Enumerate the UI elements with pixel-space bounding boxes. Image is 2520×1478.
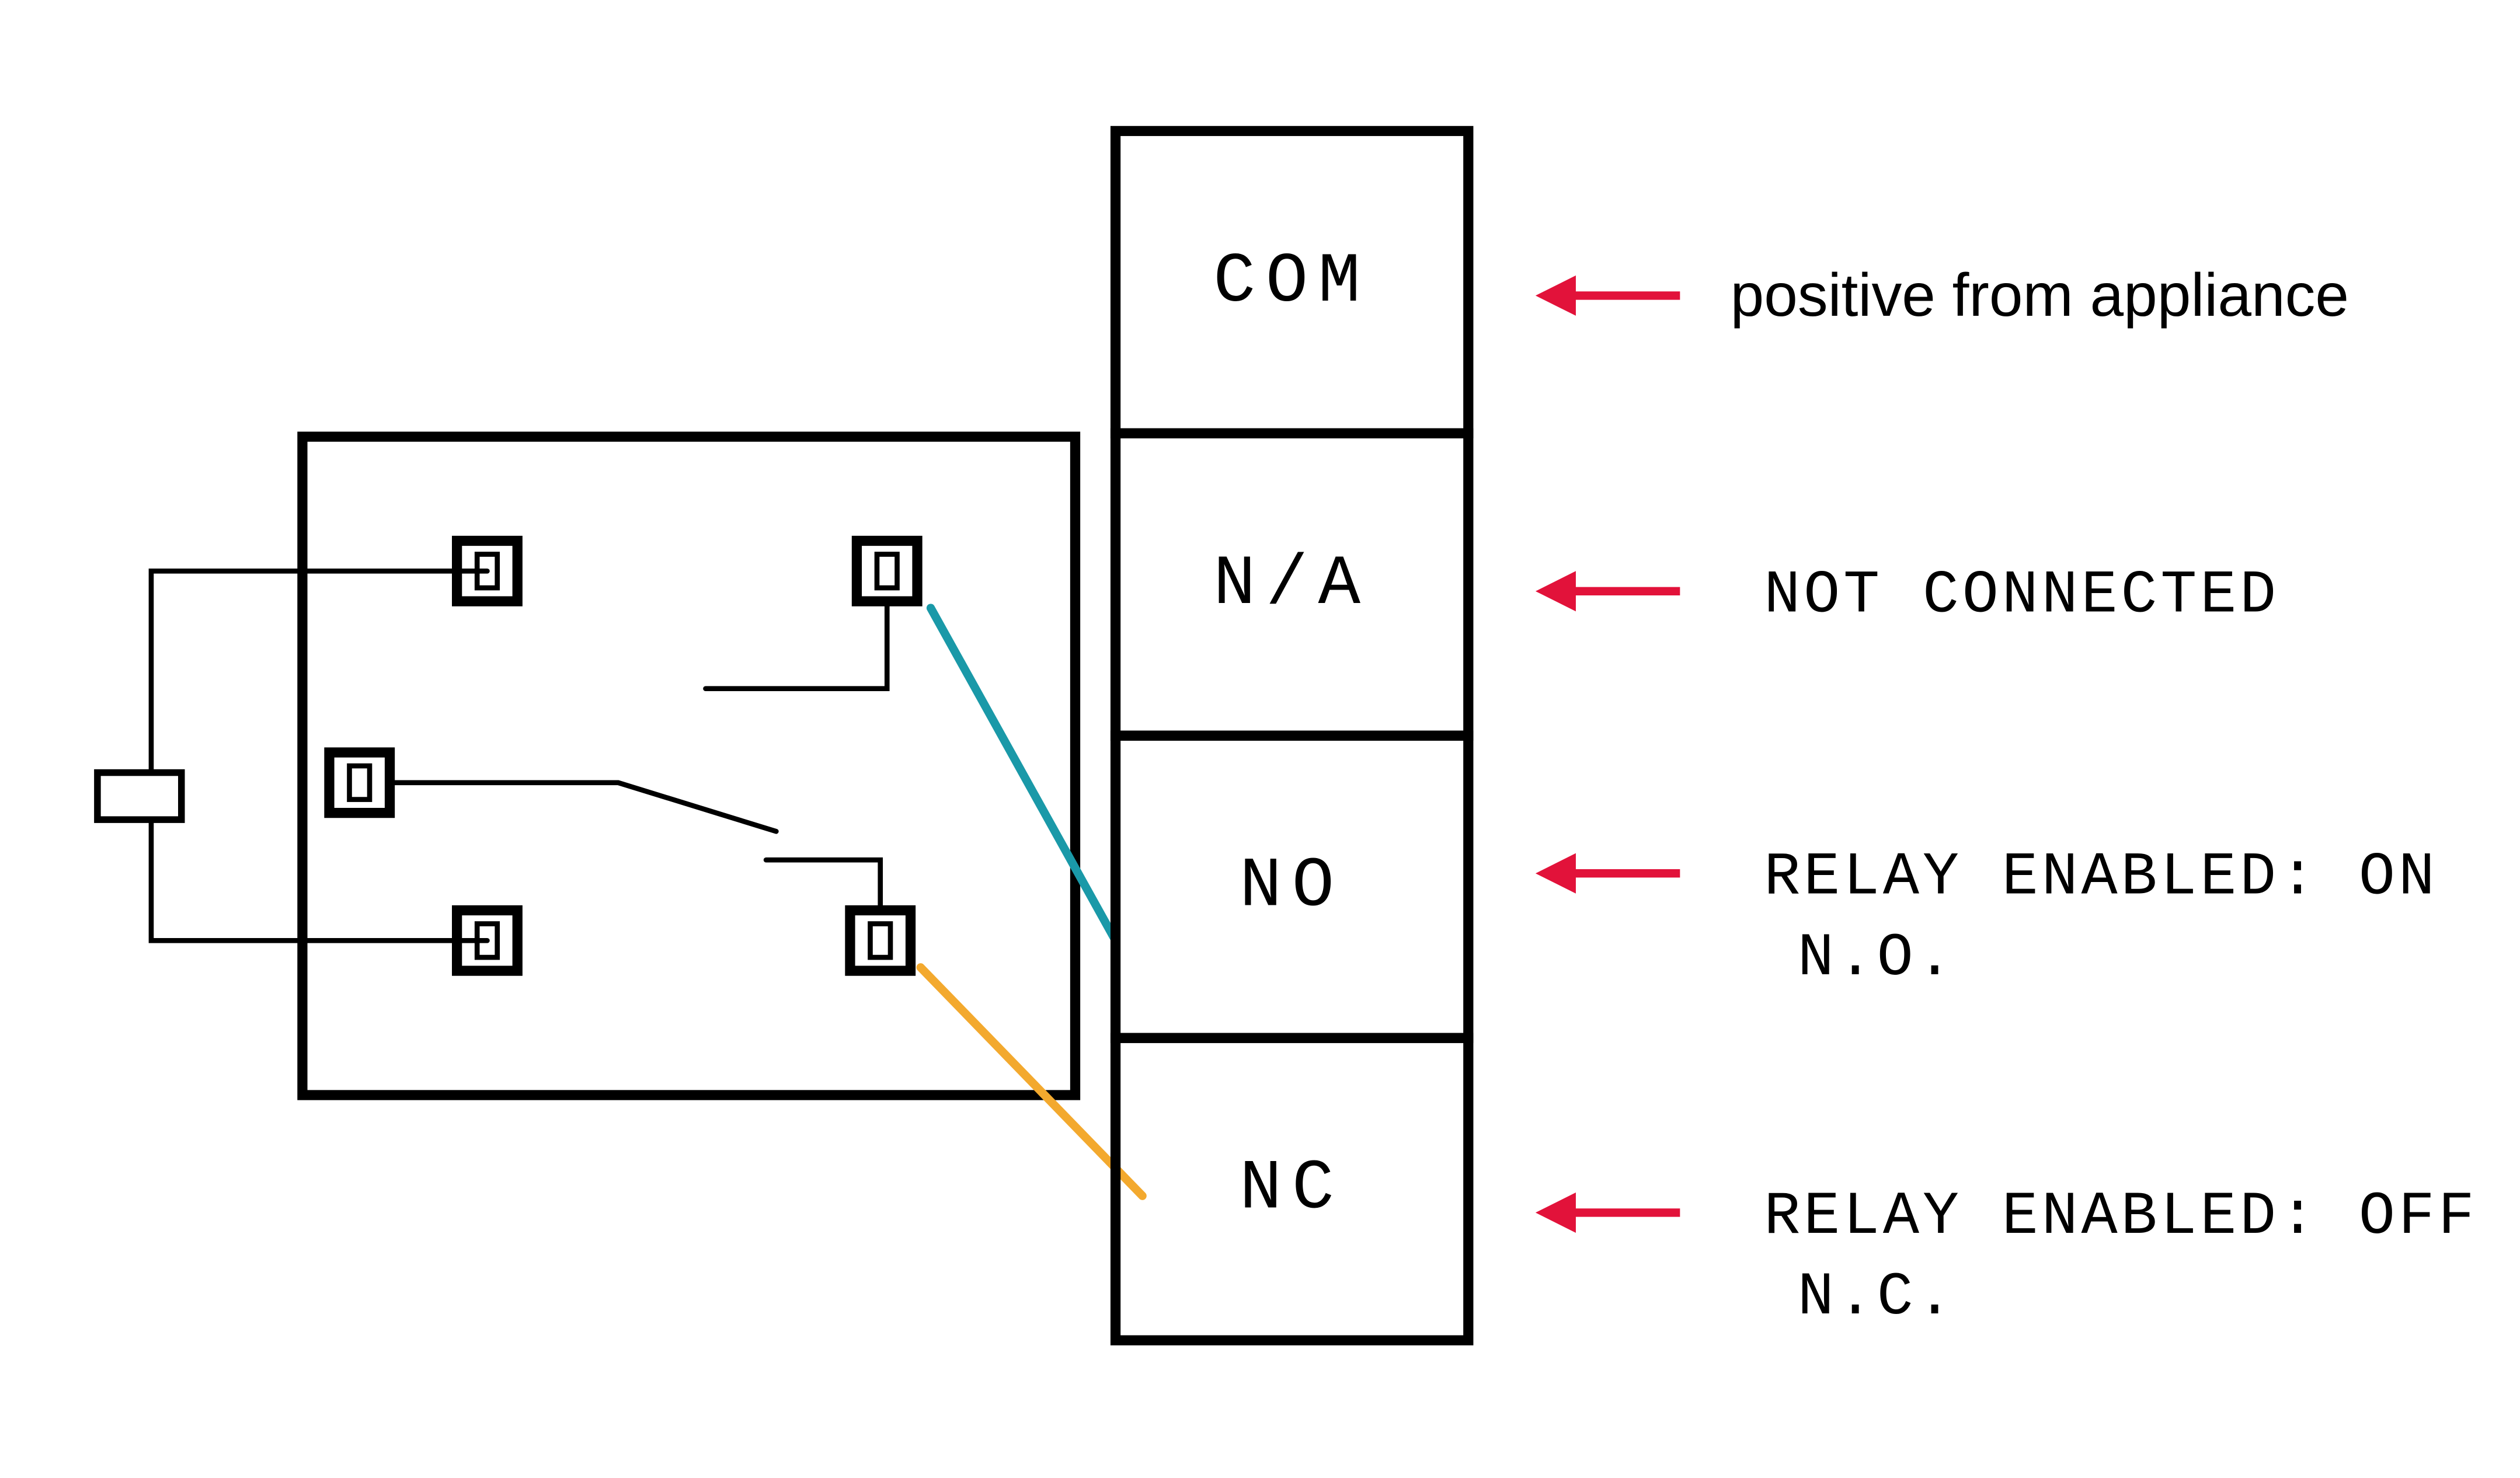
wire-nc-contact xyxy=(766,860,880,910)
terminal-label-no: NO xyxy=(1240,847,1345,927)
pin-bot-right-hole xyxy=(870,924,890,958)
pin-top-right-hole xyxy=(877,555,897,588)
desc-no: RELAY ENABLED: ON xyxy=(1764,844,2438,912)
arrow-na-head xyxy=(1536,571,1576,611)
relay-wiring-diagram: COM N/A NO NC positive from appliance NOT CON… xyxy=(0,0,2520,1478)
terminal-label-nc: NC xyxy=(1240,1149,1345,1229)
wire-coil-bottom xyxy=(151,820,487,940)
desc-com: positive from appliance xyxy=(1731,261,2349,329)
desc-nc-line2: N.C. xyxy=(1798,1264,1957,1332)
terminal-label-n-a: N/A xyxy=(1213,545,1370,625)
wire-to-nc xyxy=(921,967,1143,1195)
wire-to-no xyxy=(931,608,1116,941)
wire-coil-top xyxy=(151,571,487,772)
wire-no-contact xyxy=(705,601,887,689)
desc-nc: RELAY ENABLED: OFF xyxy=(1764,1183,2477,1252)
arrow-nc-head xyxy=(1536,1193,1576,1233)
wire-switch-arm xyxy=(390,783,777,831)
terminal-label-com: COM xyxy=(1213,242,1370,322)
desc-na: NOT CONNECTED xyxy=(1764,562,2279,630)
relay-body xyxy=(302,437,1075,1095)
pin-mid-left-hole xyxy=(349,766,370,800)
coil-tab xyxy=(98,773,182,820)
arrow-com-head xyxy=(1536,276,1576,316)
arrow-no-head xyxy=(1536,853,1576,894)
desc-no-line2: N.O. xyxy=(1798,925,1957,993)
